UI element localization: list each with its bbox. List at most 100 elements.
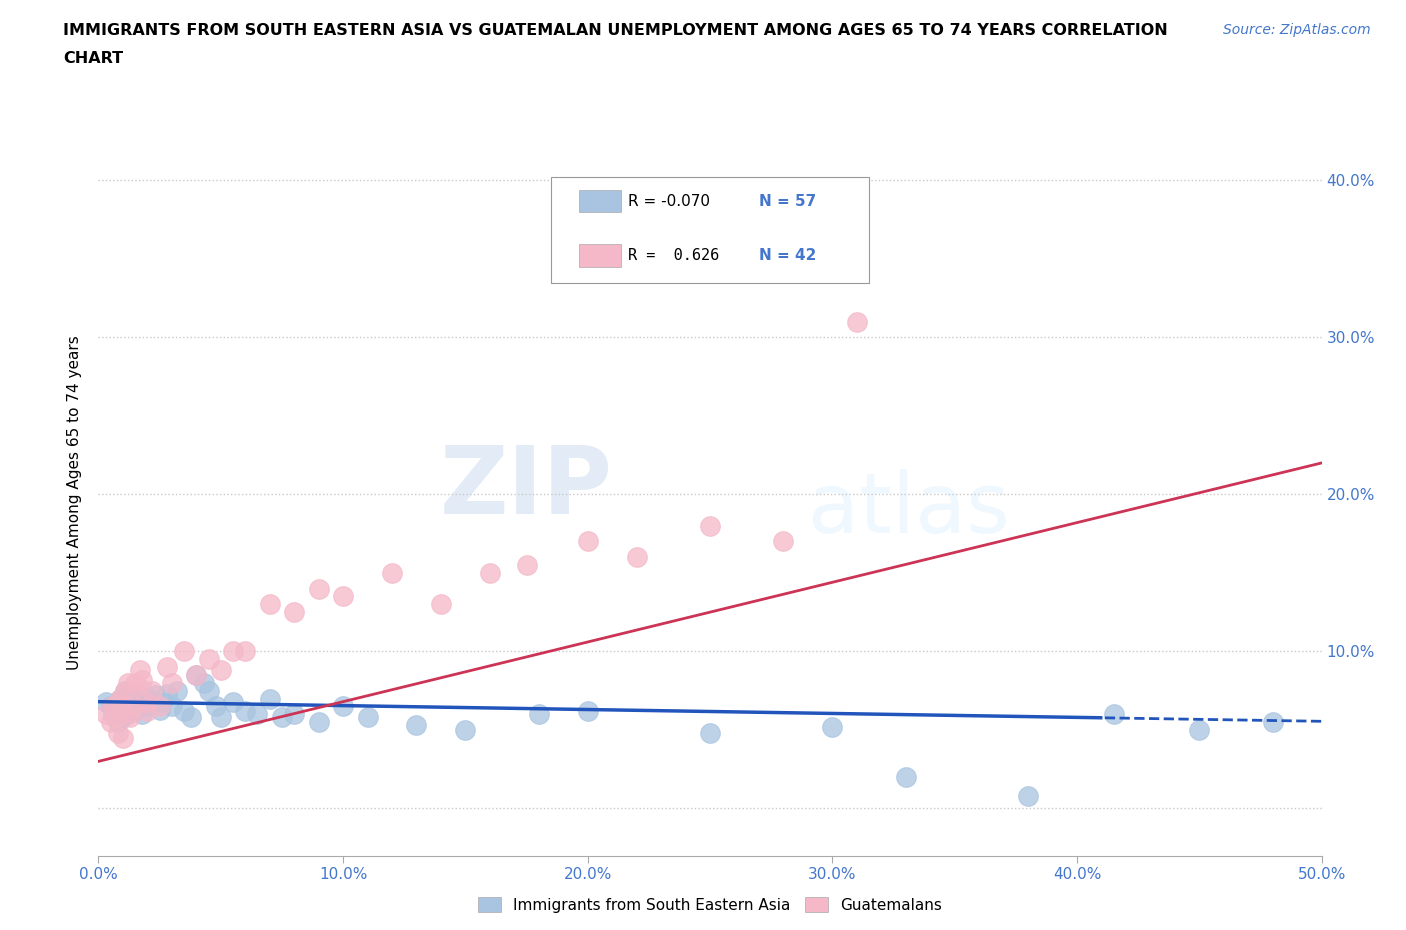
Point: [150, 694, 173, 709]
Point: [283, 707, 305, 722]
Point: [124, 691, 146, 706]
Point: [156, 659, 179, 674]
FancyBboxPatch shape: [579, 245, 620, 267]
Point: [894, 770, 917, 785]
Point: [173, 644, 195, 658]
Point: [120, 699, 142, 714]
Point: [626, 550, 648, 565]
Point: [94, 694, 117, 709]
Point: [1017, 789, 1039, 804]
Point: [160, 699, 183, 714]
Text: Source: ZipAtlas.com: Source: ZipAtlas.com: [1223, 23, 1371, 37]
Point: [107, 714, 129, 729]
Point: [1102, 707, 1125, 722]
Point: [136, 699, 159, 714]
Point: [110, 691, 132, 706]
Point: [111, 699, 134, 714]
FancyBboxPatch shape: [551, 177, 869, 283]
FancyBboxPatch shape: [579, 190, 620, 212]
Point: [527, 707, 550, 722]
Text: R = -0.070: R = -0.070: [628, 193, 710, 208]
Point: [1261, 714, 1284, 729]
Point: [283, 604, 305, 619]
Point: [139, 691, 162, 706]
Legend: Immigrants from South Eastern Asia, Guatemalans: Immigrants from South Eastern Asia, Guat…: [471, 890, 949, 919]
Point: [197, 652, 219, 667]
Point: [111, 710, 134, 724]
Text: N = 42: N = 42: [759, 248, 817, 263]
Point: [430, 597, 453, 612]
Point: [197, 684, 219, 698]
Point: [100, 714, 122, 729]
Text: atlas: atlas: [808, 469, 1010, 550]
Point: [110, 691, 132, 706]
Point: [699, 518, 721, 533]
Point: [124, 675, 146, 690]
Point: [205, 699, 228, 714]
Point: [259, 691, 281, 706]
Text: R =  0.626: R = 0.626: [628, 248, 720, 263]
Point: [186, 668, 208, 683]
Y-axis label: Unemployment Among Ages 65 to 74 years: Unemployment Among Ages 65 to 74 years: [67, 335, 83, 670]
Point: [356, 710, 378, 724]
Point: [222, 644, 245, 658]
Point: [233, 644, 256, 658]
Point: [107, 725, 129, 740]
Point: [129, 699, 152, 714]
Point: [131, 672, 153, 687]
Point: [117, 707, 139, 722]
Point: [166, 684, 188, 698]
Point: [124, 702, 146, 717]
Point: [270, 710, 294, 724]
Point: [121, 699, 143, 714]
Point: [111, 704, 134, 719]
Point: [308, 581, 330, 596]
Point: [149, 702, 172, 717]
Point: [117, 707, 139, 722]
Point: [209, 663, 232, 678]
Text: ZIP: ZIP: [439, 442, 612, 534]
Point: [699, 725, 721, 740]
Point: [120, 710, 142, 724]
Point: [186, 668, 208, 683]
Point: [821, 720, 844, 735]
Point: [515, 558, 537, 573]
Point: [104, 710, 127, 724]
Point: [127, 679, 149, 694]
Point: [134, 694, 156, 709]
Point: [772, 534, 794, 549]
Point: [117, 675, 139, 690]
Point: [454, 723, 477, 737]
Point: [222, 694, 245, 709]
Point: [129, 663, 152, 678]
Point: [209, 710, 232, 724]
Point: [141, 696, 163, 711]
Point: [576, 704, 599, 719]
Point: [308, 714, 330, 729]
Point: [180, 710, 202, 724]
Point: [478, 565, 501, 580]
Point: [173, 704, 195, 719]
Point: [576, 534, 599, 549]
Point: [143, 688, 166, 703]
Point: [134, 694, 156, 709]
Text: CHART: CHART: [63, 51, 124, 66]
Point: [121, 694, 143, 709]
Point: [233, 704, 256, 719]
Point: [114, 684, 136, 698]
Point: [104, 710, 127, 724]
Point: [160, 675, 183, 690]
Point: [114, 684, 136, 698]
Text: N = 57: N = 57: [759, 193, 817, 208]
Point: [1188, 723, 1211, 737]
Point: [117, 694, 139, 709]
Point: [127, 688, 149, 703]
Point: [246, 707, 269, 722]
Point: [156, 686, 179, 701]
Point: [141, 684, 163, 698]
Point: [111, 699, 134, 714]
Point: [111, 730, 134, 745]
Point: [845, 314, 868, 329]
Point: [193, 675, 215, 690]
Point: [100, 699, 122, 714]
